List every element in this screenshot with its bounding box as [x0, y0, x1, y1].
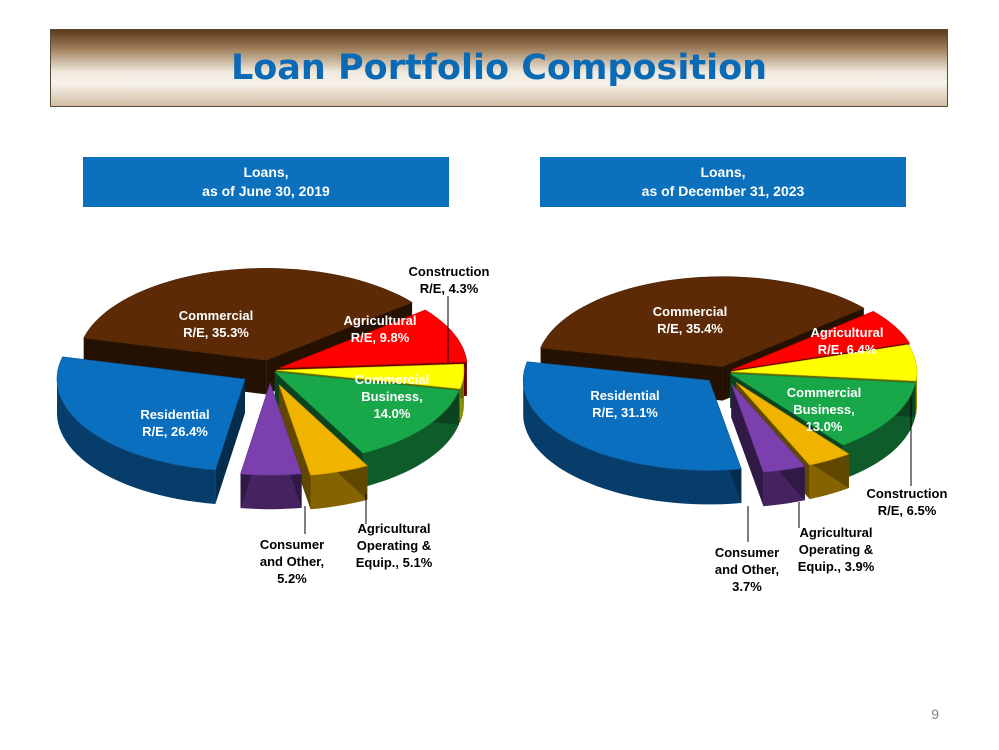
slice-label-line: Residential [590, 388, 659, 403]
slice-label-line: R/E, 9.8% [351, 330, 410, 345]
slice-label-commercial-r-e-35-4: Commercial R/E, 35.4% [653, 304, 727, 336]
slice-label-line: Consumer [715, 545, 779, 560]
slice-label-line: Commercial [653, 304, 727, 319]
pie-edge-agricultural-operating-equip-5-1 [279, 384, 311, 510]
slice-label-line: Business, [793, 402, 854, 417]
slice-label-line: R/E, 26.4% [142, 424, 208, 439]
slice-label-line: Construction [409, 264, 490, 279]
slice-label-commercial-business-14-0: Commercial Business, 14.0% [355, 372, 429, 421]
slice-label-agricultural-r-e-6-4: Agricultural R/E, 6.4% [811, 325, 884, 357]
pie-slice-residential-r-e-31-1 [522, 361, 742, 471]
slice-label-line: R/E, 35.3% [183, 325, 249, 340]
slice-label-line: Construction [867, 486, 948, 501]
slice-label-line: Agricultural [800, 525, 873, 540]
slice-label-line: Residential [140, 407, 209, 422]
slice-label-consumer-and-other-3-7: Consumer and Other, 3.7% [715, 545, 779, 594]
slice-label-commercial-r-e-35-3: Commercial R/E, 35.3% [179, 308, 253, 340]
pie-chart-1: Commercial R/E, 35.4% Agricultural R/E, 6.4… [522, 276, 948, 594]
slice-label-construction-r-e-4-3: Construction R/E, 4.3% [409, 264, 490, 296]
pie-slice-commercial-r-e-35-4 [540, 276, 865, 368]
slice-label-line: R/E, 35.4% [657, 321, 723, 336]
slice-label-line: 3.7% [732, 579, 762, 594]
slice-label-line: R/E, 31.1% [592, 405, 658, 420]
slice-label-line: R/E, 4.3% [420, 281, 479, 296]
slice-label-line: and Other, [260, 554, 324, 569]
slice-label-line: Agricultural [358, 521, 431, 536]
slice-label-agricultural-operating-equip-3-9: Agricultural Operating & Equip., 3.9% [798, 525, 875, 574]
pie-slice-consumer-and-other-5-2 [240, 382, 303, 476]
pie-slice-consumer-and-other-3-7 [731, 383, 806, 473]
slice-label-line: Commercial [355, 372, 429, 387]
chart-header-line1: Loans, [700, 164, 746, 180]
slice-label-line: Consumer [260, 537, 324, 552]
slice-label-line: Agricultural [344, 313, 417, 328]
slice-label-construction-r-e-6-5: Construction R/E, 6.5% [867, 486, 948, 518]
chart-header-2019: Loans, as of June 30, 2019 [83, 157, 449, 207]
pie-slice-agricultural-operating-equip-5-1 [278, 384, 368, 476]
title-banner: Loan Portfolio Composition [50, 29, 948, 107]
pie-slice-residential-r-e-26-4 [56, 356, 246, 471]
pie-side-commercial-business-13-0 [843, 382, 916, 480]
slice-label-line: Commercial [179, 308, 253, 323]
pie-edge-consumer-and-other-3-7 [731, 383, 764, 507]
slice-label-line: Business, [361, 389, 422, 404]
chart-header-2023: Loans, as of December 31, 2023 [540, 157, 906, 207]
pie-slice-commercial-business-13-0 [729, 373, 916, 446]
pie-side-consumer-and-other-5-2 [240, 473, 302, 510]
pie-side-residential-r-e-26-4 [57, 379, 216, 504]
pie-side-commercial-business-14-0 [363, 390, 459, 488]
pie-slice-construction-r-e-6-5 [730, 344, 918, 382]
pie-slice-agricultural-r-e-9-8 [279, 309, 468, 369]
pie-side-residential-r-e-31-1 [523, 380, 742, 505]
slice-label-line: R/E, 6.5% [878, 503, 937, 518]
slice-label-line: 13.0% [806, 419, 843, 434]
pie-slice-agricultural-operating-equip-3-9 [735, 382, 850, 466]
slice-label-agricultural-operating-equip-5-1: Agricultural Operating & Equip., 5.1% [356, 521, 433, 570]
slice-label-commercial-business-13-0: Commercial Business, 13.0% [787, 385, 861, 434]
slice-label-line: 5.2% [277, 571, 307, 586]
chart-header-line2: as of June 30, 2019 [202, 183, 330, 199]
slide-title: Loan Portfolio Composition [230, 48, 768, 88]
pie-slice-commercial-business-14-0 [273, 371, 460, 454]
slice-label-consumer-and-other-5-2: Consumer and Other, 5.2% [260, 537, 324, 586]
page-number: 9 [931, 706, 939, 722]
slice-label-residential-r-e-31-1: Residential R/E, 31.1% [590, 388, 659, 420]
slice-label-line: Agricultural [811, 325, 884, 340]
pie-chart-0: Commercial R/E, 35.3% Agricultural R/E, 9.8… [56, 264, 490, 586]
slice-label-line: Commercial [787, 385, 861, 400]
pie-side-construction-r-e-6-5 [916, 371, 917, 415]
pie-slice-construction-r-e-4-3 [275, 363, 465, 390]
slice-label-line: Operating & [357, 538, 431, 553]
chart-header-line1: Loans, [243, 164, 289, 180]
slice-label-line: 14.0% [374, 406, 411, 421]
slice-label-line: and Other, [715, 562, 779, 577]
pie-slice-commercial-r-e-35-3 [83, 267, 413, 361]
slice-label-line: Operating & [799, 542, 873, 557]
slice-label-line: Equip., 5.1% [356, 555, 433, 570]
chart-header-line2: as of December 31, 2023 [641, 183, 805, 199]
pie-slice-agricultural-r-e-6-4 [731, 310, 910, 371]
slice-label-agricultural-r-e-9-8: Agricultural R/E, 9.8% [344, 313, 417, 345]
slice-label-line: Equip., 3.9% [798, 559, 875, 574]
slice-label-residential-r-e-26-4: Residential R/E, 26.4% [140, 407, 209, 439]
slice-label-line: R/E, 6.4% [818, 342, 877, 357]
